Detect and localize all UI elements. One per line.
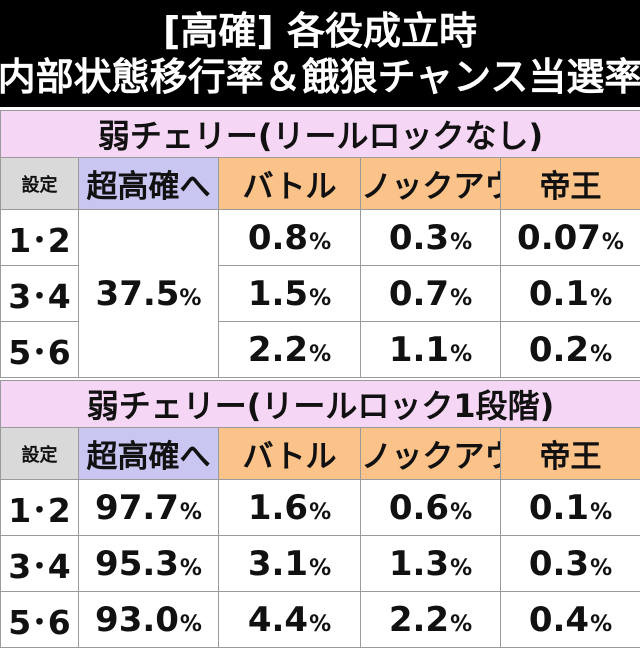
battle-header: バトル <box>218 157 361 210</box>
knockout-value: 2.2% <box>360 591 501 648</box>
battle-value: 4.4% <box>218 591 361 648</box>
super-high-value: 95.3% <box>78 535 219 592</box>
battle-value: 3.1% <box>218 535 361 592</box>
section-title: 弱チェリー(リールロック1段階) <box>0 380 640 428</box>
knockout-value: 0.7% <box>360 265 501 322</box>
table-row: 5･6 2.2% 1.1% 0.2% <box>0 321 640 378</box>
title-line-1: [高確] 各役成立時 <box>163 8 477 53</box>
emperor-value: 0.4% <box>499 591 640 648</box>
knockout-value: 0.3% <box>360 209 501 266</box>
emperor-header: 帝王 <box>499 427 640 480</box>
knockout-value: 1.3% <box>360 535 501 592</box>
setting-header: 設定 <box>0 157 79 210</box>
emperor-value: 0.1% <box>499 479 640 536</box>
setting-label: 5･6 <box>0 591 79 648</box>
table-no-reel-lock: 弱チェリー(リールロックなし) 設定 超高確へ バトル ノックアウト 帝王 1･… <box>0 110 640 378</box>
super-high-merged-cell: 37.5% <box>78 209 219 378</box>
table-row: 3･4 95.3% 3.1% 1.3% 0.3% <box>0 535 640 592</box>
knockout-header: ノックアウト <box>360 157 501 210</box>
table-row: 5･6 93.0% 4.4% 2.2% 0.4% <box>0 591 640 648</box>
setting-label: 3･4 <box>0 265 79 322</box>
emperor-value: 0.2% <box>499 321 640 378</box>
page-header: [高確] 各役成立時 内部状態移行率＆餓狼チャンス当選率 <box>0 0 640 107</box>
setting-label: 1･2 <box>0 479 79 536</box>
setting-label: 3･4 <box>0 535 79 592</box>
emperor-value: 0.07% <box>499 209 640 266</box>
super-high-header: 超高確へ <box>78 157 219 210</box>
battle-value: 1.6% <box>218 479 361 536</box>
setting-header: 設定 <box>0 427 79 480</box>
section-title: 弱チェリー(リールロックなし) <box>0 110 640 158</box>
super-high-value: 93.0% <box>78 591 219 648</box>
battle-value: 0.8% <box>218 209 361 266</box>
emperor-value: 0.3% <box>499 535 640 592</box>
setting-label: 5･6 <box>0 321 79 378</box>
battle-value: 2.2% <box>218 321 361 378</box>
knockout-value: 0.6% <box>360 479 501 536</box>
table-reel-lock-1: 弱チェリー(リールロック1段階) 設定 超高確へ バトル ノックアウト 帝王 1… <box>0 380 640 648</box>
battle-value: 1.5% <box>218 265 361 322</box>
super-high-value: 97.7% <box>78 479 219 536</box>
title-line-2: 内部状態移行率＆餓狼チャンス当選率 <box>0 54 640 99</box>
emperor-value: 0.1% <box>499 265 640 322</box>
setting-label: 1･2 <box>0 209 79 266</box>
knockout-header: ノックアウト <box>360 427 501 480</box>
super-high-header: 超高確へ <box>78 427 219 480</box>
table-row: 1･2 37.5% 0.8% 0.3% 0.07% <box>0 209 640 378</box>
battle-header: バトル <box>218 427 361 480</box>
table-row: 3･4 1.5% 0.7% 0.1% <box>0 265 640 322</box>
table-row: 1･2 97.7% 1.6% 0.6% 0.1% <box>0 479 640 536</box>
knockout-value: 1.1% <box>360 321 501 378</box>
emperor-header: 帝王 <box>499 157 640 210</box>
